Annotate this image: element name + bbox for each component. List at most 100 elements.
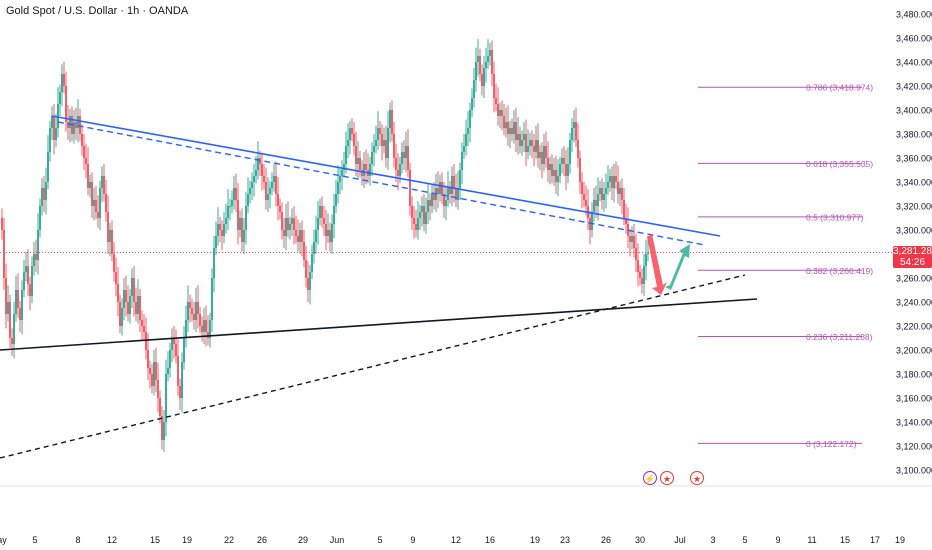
time-tick-label: 19 <box>530 535 540 545</box>
candle-body <box>621 188 623 200</box>
candle-body <box>307 278 309 290</box>
candle-body <box>201 326 203 332</box>
candle-body <box>125 290 127 302</box>
candle-body <box>397 170 399 176</box>
candle-body <box>221 230 223 236</box>
candle-body <box>229 206 231 207</box>
candle-body <box>73 122 75 134</box>
candle-body <box>567 164 569 176</box>
price-tick-label: 3,220.000 <box>896 322 932 332</box>
us-flag-icon[interactable]: ★ <box>660 471 674 485</box>
trendlines-group[interactable] <box>0 115 758 459</box>
candle-body <box>365 164 367 170</box>
candle-body <box>295 230 297 236</box>
candle-body <box>591 212 593 230</box>
candle-body <box>111 230 113 254</box>
time-tick-label: 26 <box>257 535 267 545</box>
candle-body <box>507 122 509 134</box>
candle-body <box>553 170 555 176</box>
candle-body <box>19 308 21 320</box>
candle-body <box>101 176 103 188</box>
candle-body <box>561 158 563 164</box>
bar-countdown: 54:26 <box>899 257 926 268</box>
candle-body <box>103 176 105 194</box>
candle-body <box>575 122 577 140</box>
fib-level-label: 0 (3,122.172) <box>806 439 857 449</box>
support-trendline[interactable] <box>0 298 758 351</box>
candle-body <box>181 362 183 398</box>
candle-body <box>135 302 137 314</box>
candle-body <box>137 296 139 314</box>
candle-body <box>159 398 161 416</box>
current-price-value: 3,281.285 <box>893 246 932 257</box>
candle-body <box>121 308 123 326</box>
candle-body <box>429 200 431 206</box>
candle-body <box>433 194 435 200</box>
candle-body <box>347 140 349 146</box>
fibonacci-levels[interactable]: 0.786 (3,418.974) 0.618 (3,355.535) 0.5 (3… <box>698 83 873 449</box>
candle-body <box>459 170 461 188</box>
candle-body <box>53 116 55 140</box>
candle-body <box>555 170 557 182</box>
price-tick-label: 3,420.000 <box>896 82 932 92</box>
candle-body <box>455 188 457 200</box>
candle-body <box>445 200 447 206</box>
candle-body <box>107 212 109 242</box>
candle-body <box>475 62 477 80</box>
candle-body <box>313 242 315 254</box>
candle-body <box>419 212 421 218</box>
candle-body <box>335 194 337 206</box>
candle-body <box>3 230 5 278</box>
price-tick-label: 3,400.000 <box>896 106 932 116</box>
candle-body <box>415 224 417 230</box>
candle-body <box>263 176 265 182</box>
symbol-title[interactable]: Gold Spot / U.S. Dollar · 1h · OANDA <box>6 5 189 17</box>
candles-group <box>0 39 893 452</box>
descending-trendline[interactable] <box>51 115 721 237</box>
candle-body <box>157 380 159 398</box>
candle-body <box>371 152 373 164</box>
time-tick-label: 5 <box>742 535 747 545</box>
projection-arrows[interactable] <box>647 234 690 295</box>
candle-body <box>581 182 583 194</box>
candle-body <box>301 230 303 242</box>
fib-level-label: 0.382 (3,266.419) <box>806 266 873 276</box>
candle-body <box>529 140 531 146</box>
rising-support-dashed[interactable] <box>0 274 746 459</box>
price-tick-label: 3,320.000 <box>896 202 932 212</box>
down-arrow-icon[interactable] <box>647 234 667 295</box>
candle-body <box>511 128 513 134</box>
candle-body <box>323 218 325 224</box>
lightning-icon[interactable]: ⚡ <box>643 471 657 485</box>
time-axis[interactable]: ay 5 8 12 15 19 22 26 29 Jun 5 9 12 16 19 23 26 30 Jul 3 5 9 1… <box>0 535 905 545</box>
candle-body <box>373 146 375 152</box>
candle-body <box>513 122 515 134</box>
candle-body <box>635 248 637 260</box>
candle-body <box>109 230 111 242</box>
candle-body <box>559 164 561 176</box>
candle-body <box>235 188 237 200</box>
candle-body <box>359 158 361 170</box>
up-arrow-icon[interactable] <box>665 244 690 290</box>
candle-body <box>353 134 355 146</box>
price-tick-label: 3,100.000 <box>896 466 932 476</box>
candle-body <box>339 176 341 182</box>
us-flag-icon[interactable]: ★ <box>690 471 704 485</box>
candle-body <box>541 152 543 164</box>
candle-body <box>565 164 567 176</box>
candle-body <box>523 134 525 140</box>
price-axis[interactable]: 3,100.000 3,120.000 3,140.000 3,160.000 3,18… <box>896 10 932 476</box>
candle-body <box>13 314 15 344</box>
price-tick-label: 3,200.000 <box>896 346 932 356</box>
candle-body <box>517 134 519 140</box>
candle-body <box>209 320 211 338</box>
candle-body <box>401 152 403 164</box>
candle-body <box>493 74 495 98</box>
candle-body <box>97 212 99 218</box>
candle-body <box>87 164 89 188</box>
candle-body <box>363 164 365 176</box>
price-tick-label: 3,140.000 <box>896 418 932 428</box>
candle-body <box>251 182 253 188</box>
fib-level-label: 0.5 (3,310.977) <box>806 212 864 222</box>
